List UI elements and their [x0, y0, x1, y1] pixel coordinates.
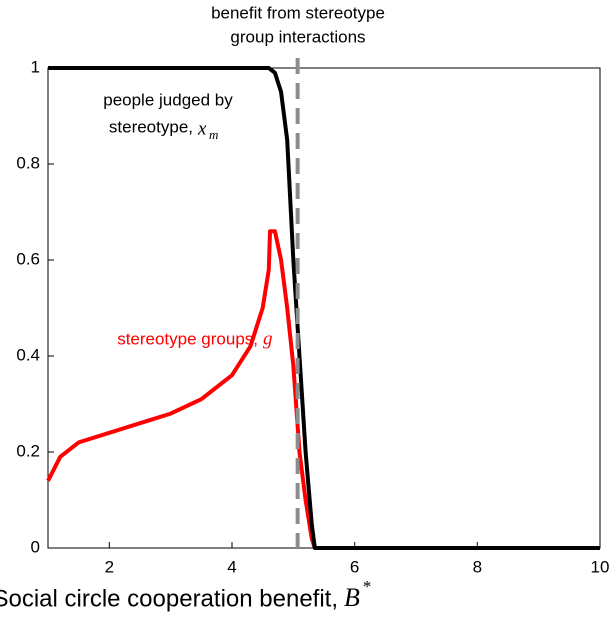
series-line	[46, 229, 317, 549]
y-tick-label: 0.4	[16, 345, 40, 364]
x-tick-label: 4	[227, 557, 236, 576]
series-label: people judged by	[103, 90, 233, 109]
series-sub: m	[209, 127, 218, 142]
y-tick-label: 0.6	[16, 249, 40, 268]
annotation: benefit from stereotype	[211, 3, 385, 22]
x-tick-label: 2	[105, 557, 114, 576]
x-tick-label: 8	[473, 557, 482, 576]
series-label: stereotype,	[109, 117, 193, 136]
plot-frame	[47, 67, 601, 549]
y-tick-label: 1	[31, 57, 40, 76]
x-axis-symbol: B	[344, 583, 360, 612]
y-tick-label: 0.8	[16, 153, 40, 172]
series-line	[48, 66, 600, 550]
y-tick-label: 0.2	[16, 441, 40, 460]
series-label: stereotype groups,	[117, 329, 258, 348]
x-axis-sup: *	[362, 577, 371, 596]
y-tick-label: 0	[31, 537, 40, 556]
annotation: group interactions	[230, 27, 365, 46]
series-symbol: x	[197, 118, 207, 139]
series-symbol: g	[263, 328, 273, 349]
x-axis-label: Social circle cooperation benefit,	[0, 585, 338, 612]
x-tick-label: 10	[591, 557, 610, 576]
x-tick-label: 6	[350, 557, 359, 576]
